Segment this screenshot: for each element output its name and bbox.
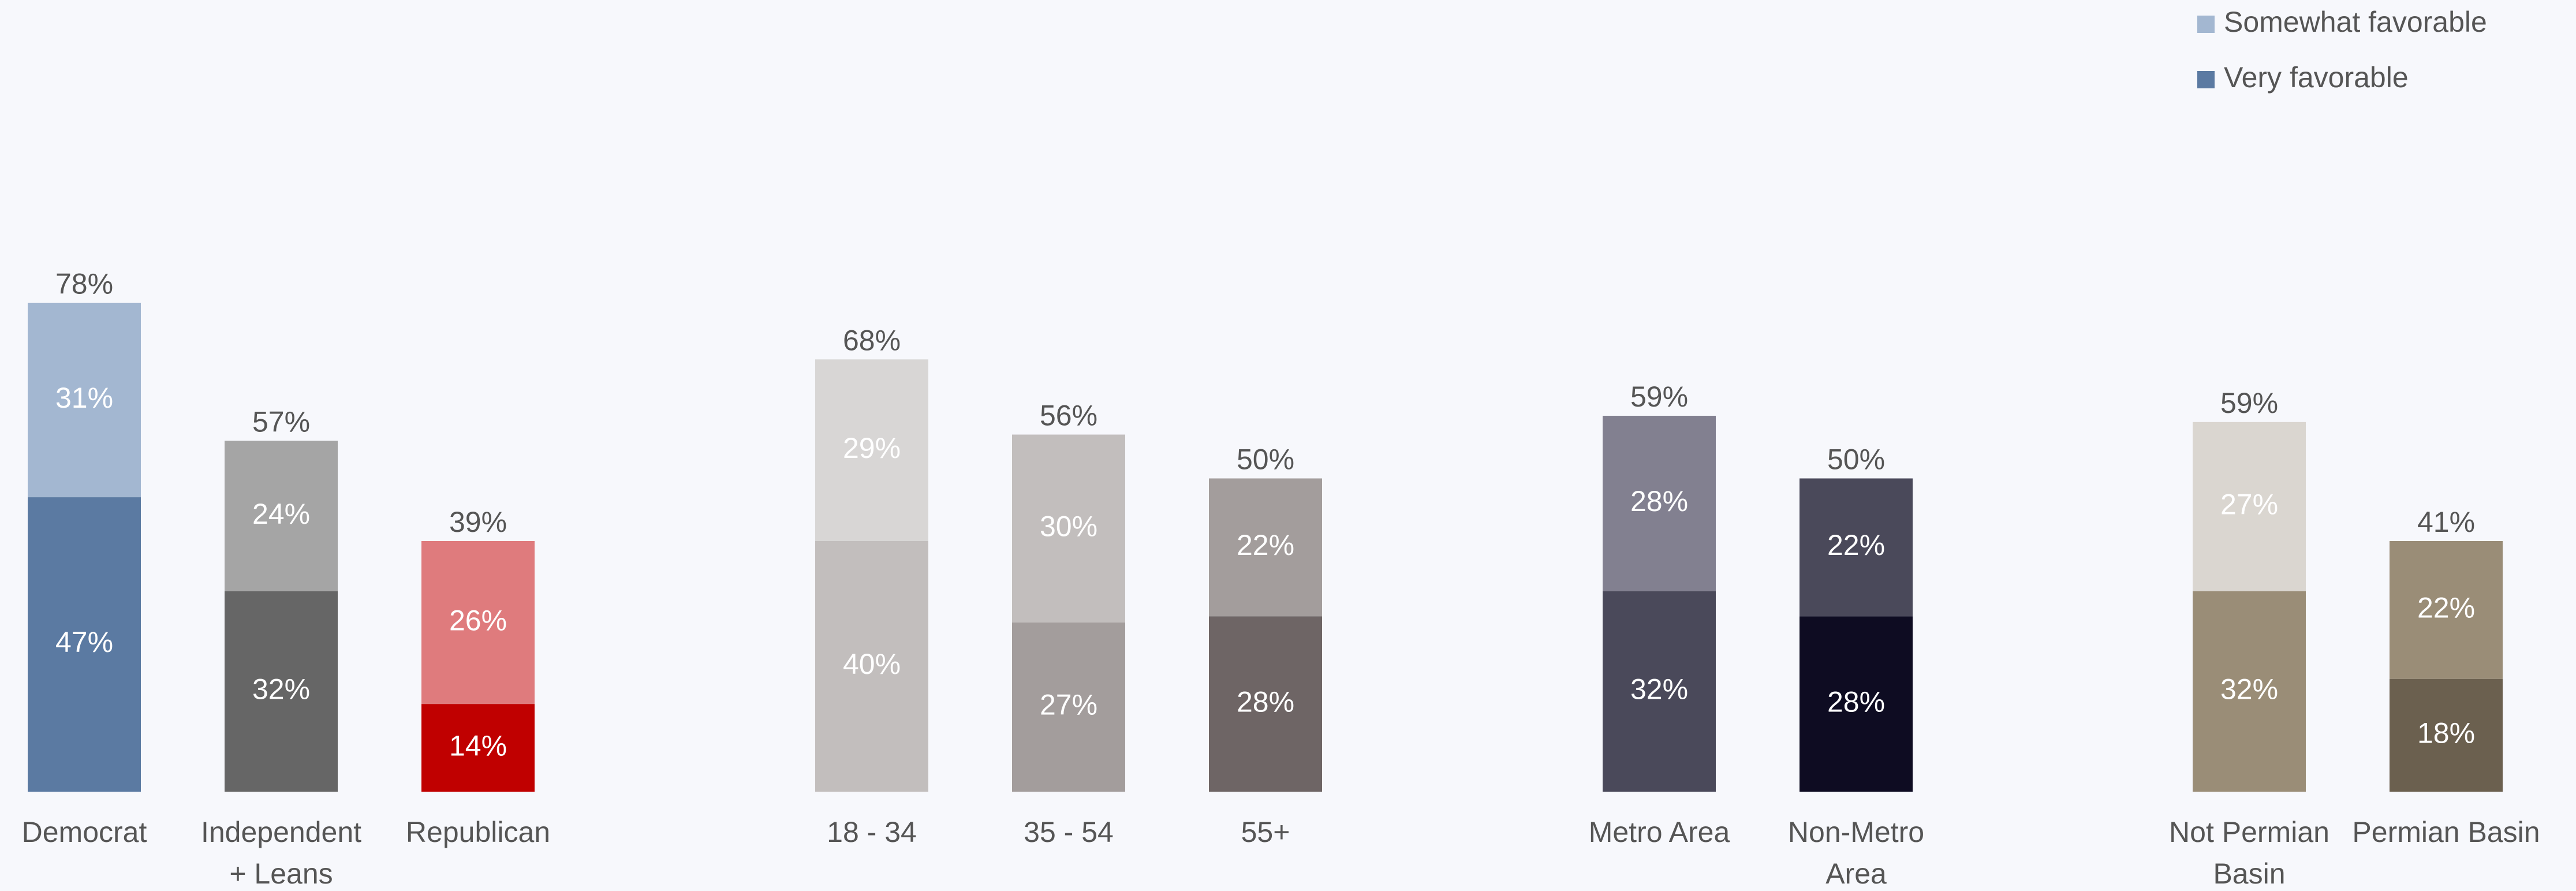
bar-somewhat-favorable (1012, 434, 1125, 623)
labels-layer: 47% 31% 78% Democrat 32% 24% 57% Independent + L… (22, 268, 2540, 890)
legend-label: Very favorable (2224, 61, 2409, 94)
category-label: 55+ (1241, 816, 1290, 848)
category-label: Non-Metro Area (1788, 816, 1924, 890)
data-label-somewhat-favorable: 31% (55, 382, 113, 414)
category-label: Not Permian Basin (2169, 816, 2329, 890)
bar-very-favorable (28, 497, 141, 792)
bar-somewhat-favorable (421, 541, 535, 704)
bars-layer (28, 303, 2503, 792)
category-label: Democrat (22, 816, 147, 848)
bar-very-favorable (1800, 616, 1913, 792)
data-label-somewhat-favorable: 24% (252, 498, 310, 530)
data-label-somewhat-favorable: 30% (1040, 510, 1097, 543)
legend-swatch (2197, 71, 2215, 88)
data-label-very-favorable: 40% (843, 648, 901, 680)
bar-very-favorable (2193, 591, 2306, 792)
bar-somewhat-favorable (1800, 478, 1913, 617)
legend-swatch (2197, 16, 2215, 33)
data-label-very-favorable: 27% (1040, 689, 1097, 721)
data-label-somewhat-favorable: 29% (843, 432, 901, 464)
bar-very-favorable (421, 704, 535, 792)
data-label-somewhat-favorable: 26% (449, 604, 507, 636)
category-label: 18 - 34 (827, 816, 917, 848)
bar-somewhat-favorable (225, 441, 338, 591)
bar-somewhat-favorable (1209, 478, 1322, 617)
data-label-very-favorable: 18% (2417, 717, 2475, 750)
bar-very-favorable (2390, 678, 2503, 792)
total-label: 39% (449, 506, 507, 538)
bar-very-favorable (225, 591, 338, 792)
category-label: 35 - 54 (1024, 816, 1114, 848)
bar-very-favorable (1012, 622, 1125, 792)
data-label-very-favorable: 32% (252, 673, 310, 706)
total-label: 56% (1040, 400, 1097, 432)
total-label: 41% (2417, 506, 2475, 538)
category-label: Metro Area (1589, 816, 1730, 848)
data-label-somewhat-favorable: 22% (1237, 529, 1294, 561)
total-label: 57% (252, 405, 310, 438)
bar-somewhat-favorable (28, 303, 141, 498)
data-label-very-favorable: 28% (1237, 685, 1294, 718)
total-label: 50% (1827, 443, 1885, 476)
bar-somewhat-favorable (815, 359, 928, 541)
total-label: 59% (1630, 381, 1688, 413)
bar-somewhat-favorable (1603, 416, 1716, 591)
bar-very-favorable (815, 541, 928, 792)
data-label-somewhat-favorable: 22% (2417, 592, 2475, 624)
data-label-very-favorable: 32% (2220, 673, 2278, 706)
total-label: 68% (843, 324, 901, 356)
legend-label: Somewhat favorable (2224, 6, 2487, 38)
data-label-very-favorable: 14% (449, 729, 507, 762)
category-label: Permian Basin (2352, 816, 2540, 848)
total-label: 78% (55, 268, 113, 300)
bar-somewhat-favorable (2390, 541, 2503, 679)
data-label-very-favorable: 28% (1827, 685, 1885, 718)
data-label-somewhat-favorable: 22% (1827, 529, 1885, 561)
data-label-somewhat-favorable: 28% (1630, 485, 1688, 517)
data-label-somewhat-favorable: 27% (2220, 489, 2278, 521)
category-label: Republican (406, 816, 550, 848)
category-label: Independent + Leans (201, 816, 361, 890)
data-label-very-favorable: 32% (1630, 673, 1688, 706)
bar-very-favorable (1209, 616, 1322, 792)
data-label-very-favorable: 47% (55, 626, 113, 658)
legend: Somewhat favorable Very favorable (2197, 6, 2487, 94)
total-label: 59% (2220, 387, 2278, 419)
total-label: 50% (1237, 443, 1294, 476)
bar-very-favorable (1603, 591, 1716, 792)
bar-somewhat-favorable (2193, 422, 2306, 591)
